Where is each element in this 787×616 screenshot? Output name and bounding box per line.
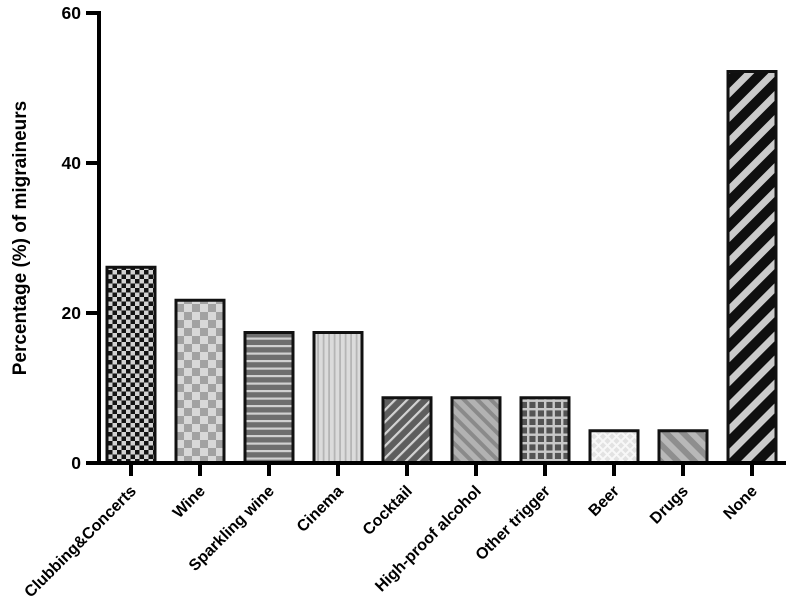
x-tick-label-cinema: Cinema [294, 483, 347, 536]
x-tick-label-cocktail: Cocktail [360, 483, 416, 539]
x-tick-label-wine: Wine [170, 483, 209, 522]
y-tick-label: 20 [62, 303, 82, 323]
y-axis-label: Percentage (%) of migraineurs [10, 101, 31, 376]
x-tick-label-beer: Beer [586, 483, 623, 520]
y-tick-label: 0 [71, 453, 81, 473]
x-tick-label-drugs: Drugs [647, 483, 692, 528]
bar-beer [588, 429, 640, 465]
bar-high-proof-alcohol [450, 396, 502, 465]
bar-cocktail [381, 396, 433, 465]
y-tick-label: 60 [62, 3, 82, 23]
x-tick-label-other-trigger: Other trigger [473, 483, 554, 564]
bar-wine [174, 298, 226, 465]
bar-drugs [657, 429, 709, 465]
bar-clubbing-concerts [105, 265, 157, 465]
bar-cinema [312, 331, 364, 465]
bar-none [726, 70, 778, 465]
bar-sparkling-wine [243, 331, 295, 465]
bar-other-trigger [519, 396, 571, 465]
x-tick-label-clubbing-concerts: Clubbing&Concerts [22, 483, 140, 601]
x-tick-label-none: None [721, 483, 761, 523]
y-tick-label: 40 [62, 153, 82, 173]
